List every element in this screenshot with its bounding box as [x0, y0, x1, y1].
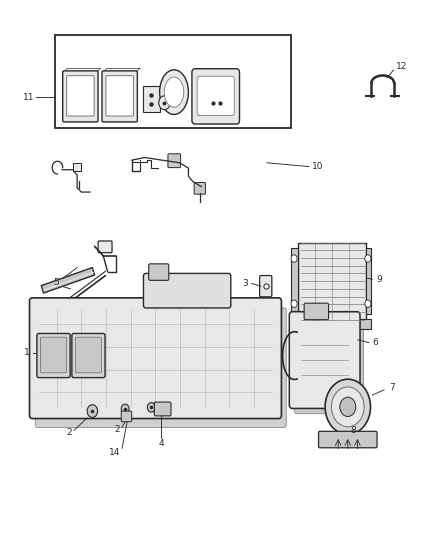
Text: 2: 2 — [67, 429, 72, 438]
FancyBboxPatch shape — [192, 69, 240, 124]
Bar — [73, 164, 81, 171]
Circle shape — [291, 255, 297, 262]
FancyBboxPatch shape — [260, 276, 272, 297]
Ellipse shape — [164, 77, 184, 107]
Bar — [55, 35, 291, 128]
Text: 5: 5 — [54, 278, 60, 287]
FancyBboxPatch shape — [121, 411, 132, 422]
Circle shape — [291, 300, 297, 308]
Bar — [298, 243, 366, 320]
FancyBboxPatch shape — [294, 319, 364, 414]
FancyBboxPatch shape — [106, 76, 134, 116]
FancyBboxPatch shape — [67, 76, 94, 116]
FancyBboxPatch shape — [154, 402, 171, 416]
Ellipse shape — [159, 70, 188, 115]
Text: 10: 10 — [312, 162, 324, 171]
FancyBboxPatch shape — [72, 334, 105, 377]
FancyBboxPatch shape — [75, 337, 102, 373]
Text: 2: 2 — [114, 425, 120, 434]
Text: 11: 11 — [23, 93, 35, 102]
Bar — [290, 248, 298, 314]
Text: 1: 1 — [24, 348, 30, 357]
Text: 14: 14 — [110, 448, 121, 457]
FancyBboxPatch shape — [318, 431, 377, 448]
Polygon shape — [41, 268, 95, 293]
Circle shape — [340, 397, 356, 416]
Circle shape — [365, 300, 371, 308]
Circle shape — [87, 405, 98, 417]
Circle shape — [332, 387, 364, 427]
Circle shape — [325, 379, 371, 434]
Circle shape — [148, 402, 155, 412]
Text: 9: 9 — [376, 274, 382, 284]
FancyBboxPatch shape — [197, 76, 234, 116]
Text: 4: 4 — [159, 439, 164, 448]
Bar — [143, 86, 160, 112]
FancyBboxPatch shape — [168, 154, 180, 167]
Text: 3: 3 — [242, 279, 248, 288]
Circle shape — [159, 96, 170, 110]
Bar — [290, 319, 371, 329]
FancyBboxPatch shape — [40, 337, 67, 373]
Text: 8: 8 — [350, 426, 357, 435]
FancyBboxPatch shape — [144, 273, 231, 308]
FancyBboxPatch shape — [149, 264, 169, 280]
Text: 6: 6 — [372, 338, 378, 347]
FancyBboxPatch shape — [98, 241, 112, 253]
FancyBboxPatch shape — [102, 71, 138, 122]
FancyBboxPatch shape — [304, 303, 328, 320]
Circle shape — [121, 404, 129, 414]
Circle shape — [365, 255, 371, 262]
FancyBboxPatch shape — [194, 182, 205, 194]
Text: 7: 7 — [389, 383, 395, 392]
FancyBboxPatch shape — [289, 312, 360, 408]
FancyBboxPatch shape — [37, 334, 70, 377]
FancyBboxPatch shape — [29, 298, 282, 418]
Bar — [366, 248, 371, 314]
FancyBboxPatch shape — [63, 71, 98, 122]
FancyBboxPatch shape — [35, 308, 286, 427]
Text: 12: 12 — [396, 62, 407, 70]
